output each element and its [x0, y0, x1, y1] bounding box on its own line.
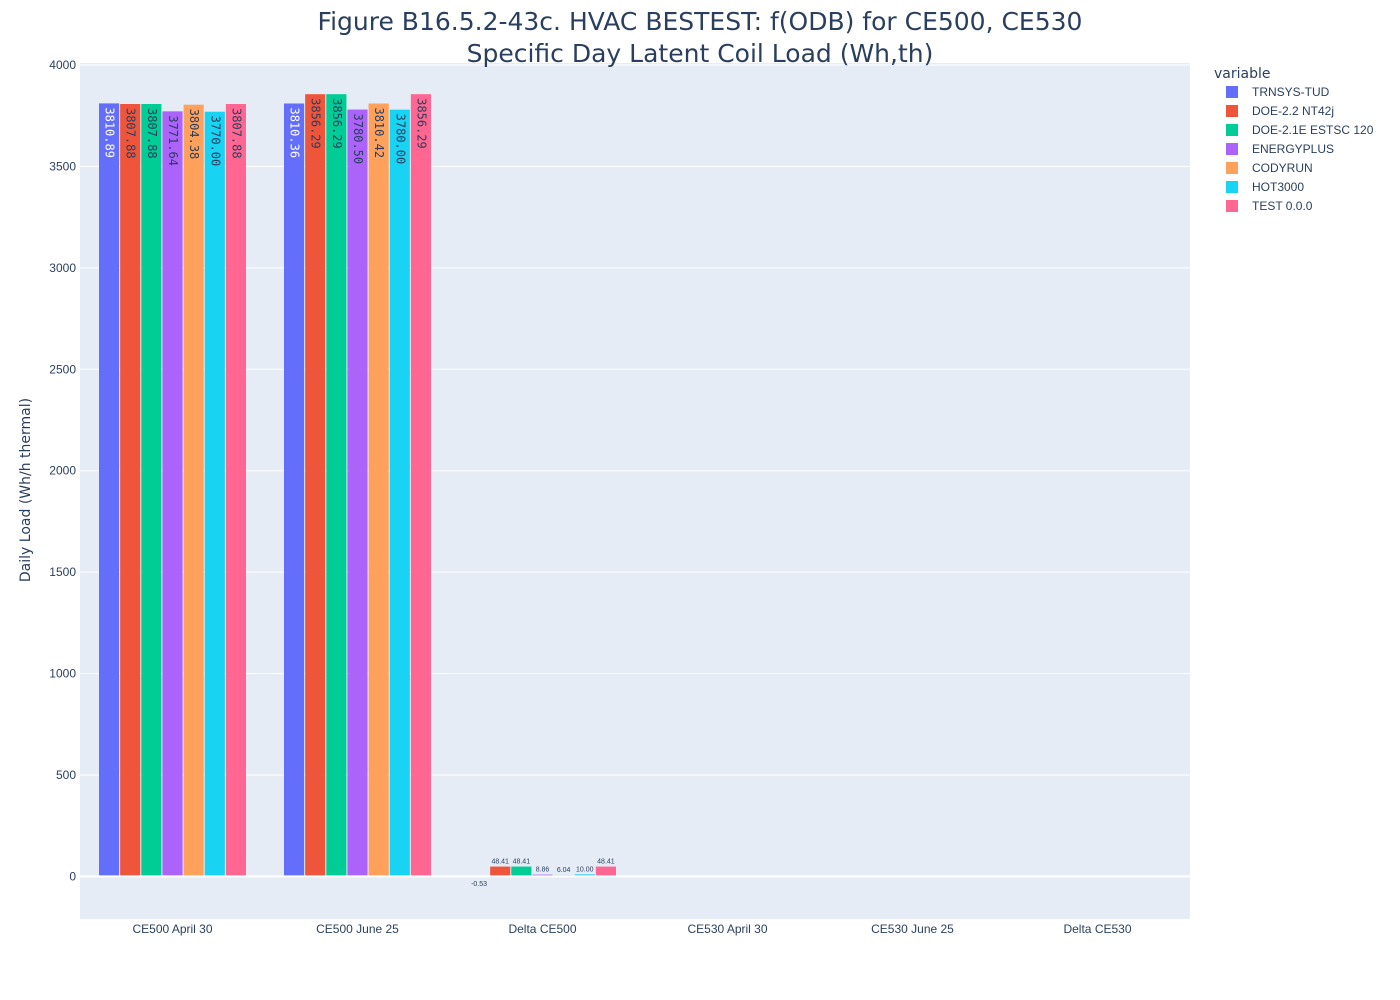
legend-label: HOT3000	[1252, 180, 1304, 194]
legend-swatch	[1226, 200, 1238, 212]
chart-title-line-1: Figure B16.5.2-43c. HVAC BESTEST: f(ODB)…	[318, 7, 1083, 36]
plot-background	[80, 63, 1190, 919]
legend-item[interactable]: DOE-2.1E ESTSC 120	[1226, 123, 1374, 137]
bar[interactable]	[284, 103, 305, 877]
bar-data-label: 3810.89	[103, 107, 117, 158]
y-tick-label: 4000	[49, 58, 76, 72]
legend-swatch	[1226, 124, 1238, 136]
bar[interactable]	[141, 103, 162, 877]
legend-item[interactable]: TRNSYS-TUD	[1226, 85, 1330, 99]
y-tick-label: 2000	[49, 464, 76, 478]
bar-data-label: 3807.88	[229, 108, 243, 159]
bar[interactable]	[204, 111, 225, 877]
bar-data-label: 48.41	[597, 859, 615, 866]
bar[interactable]	[183, 104, 204, 877]
legend-label: CODYRUN	[1252, 161, 1313, 175]
x-tick-label: CE530 June 25	[871, 922, 954, 936]
bar-data-label: 3807.88	[124, 108, 138, 159]
x-tick-labels: CE500 April 30 CE500 June 25 Delta CE500 CE…	[132, 922, 1131, 936]
bar-data-label: 3770.00	[208, 116, 222, 167]
bar[interactable]	[574, 874, 595, 877]
bar-data-label: 3807.88	[145, 108, 159, 159]
bar[interactable]	[305, 94, 326, 877]
legend-title: variable	[1214, 66, 1270, 82]
bars	[99, 94, 616, 877]
legend-label: DOE-2.2 NT42j	[1252, 104, 1334, 118]
legend-item[interactable]: DOE-2.2 NT42j	[1226, 104, 1334, 118]
bar-data-label: 8.86	[536, 867, 550, 874]
x-tick-label: CE500 April 30	[132, 922, 212, 936]
x-tick-label: Delta CE500	[508, 922, 576, 936]
y-tick-label: 0	[69, 869, 76, 883]
legend-label: DOE-2.1E ESTSC 120	[1252, 123, 1374, 137]
bar-data-label: 3771.64	[166, 115, 180, 166]
legend-item[interactable]: ENERGYPLUS	[1226, 142, 1334, 156]
bar[interactable]	[511, 866, 532, 877]
bar[interactable]	[490, 866, 511, 877]
bar-data-label: -0.53	[471, 881, 487, 888]
legend-swatch	[1226, 181, 1238, 193]
y-tick-label: 1500	[49, 565, 76, 579]
bar-data-label: 3810.36	[288, 107, 302, 158]
y-axis-title: Daily Load (Wh/h thermal)	[18, 398, 34, 582]
legend-swatch	[1226, 105, 1238, 117]
bar-data-label: 3856.29	[309, 98, 323, 149]
bar[interactable]	[368, 103, 389, 877]
legend[interactable]: TRNSYS-TUD DOE-2.2 NT42j DOE-2.1E ESTSC 12…	[1226, 85, 1374, 213]
y-tick-label: 3000	[49, 261, 76, 275]
legend-swatch	[1226, 86, 1238, 98]
bar-data-label: 3804.38	[187, 109, 201, 160]
bar-data-label: 48.41	[491, 859, 509, 866]
bar[interactable]	[389, 109, 410, 877]
legend-label: ENERGYPLUS	[1252, 142, 1334, 156]
bar[interactable]	[162, 111, 183, 877]
chart-title-line-2: Specific Day Latent Coil Load (Wh,th)	[467, 39, 934, 68]
legend-item[interactable]: TEST 0.0.0	[1226, 199, 1313, 213]
bar-data-label: 3856.29	[330, 98, 344, 149]
x-tick-label: CE500 June 25	[316, 922, 399, 936]
bar[interactable]	[225, 103, 246, 877]
legend-swatch	[1226, 162, 1238, 174]
bar-data-label: 10.00	[576, 866, 594, 873]
y-tick-label: 3500	[49, 159, 76, 173]
legend-label: TEST 0.0.0	[1252, 199, 1313, 213]
legend-swatch	[1226, 143, 1238, 155]
y-tick-label: 2500	[49, 362, 76, 376]
bar-data-label: 3780.00	[393, 114, 407, 165]
bar[interactable]	[595, 866, 616, 877]
x-tick-label: Delta CE530	[1063, 922, 1131, 936]
bar-data-label: 3780.50	[351, 114, 365, 165]
y-tick-label: 500	[56, 768, 76, 782]
bar-data-label: 6.04	[557, 867, 571, 874]
x-tick-label: CE530 April 30	[687, 922, 767, 936]
bar[interactable]	[99, 103, 120, 877]
bar-labels: 3810.89 3810.36 -0.53 3807.88 3856.29 48.41 38…	[103, 98, 615, 888]
legend-item[interactable]: CODYRUN	[1226, 161, 1313, 175]
bar[interactable]	[326, 94, 347, 877]
grid-lines	[80, 64, 1190, 776]
bar-data-label: 3856.29	[414, 98, 428, 149]
legend-item[interactable]: HOT3000	[1226, 180, 1304, 194]
bar[interactable]	[347, 109, 368, 877]
bar-data-label: 48.41	[513, 859, 531, 866]
y-tick-label: 1000	[49, 667, 76, 681]
bar-data-label: 3810.42	[372, 107, 386, 158]
bar[interactable]	[120, 103, 141, 877]
legend-label: TRNSYS-TUD	[1252, 85, 1330, 99]
y-tick-labels: 0 500 1000 1500 2000 2500 3000 3500 4000	[49, 58, 76, 883]
bar[interactable]	[410, 94, 431, 877]
